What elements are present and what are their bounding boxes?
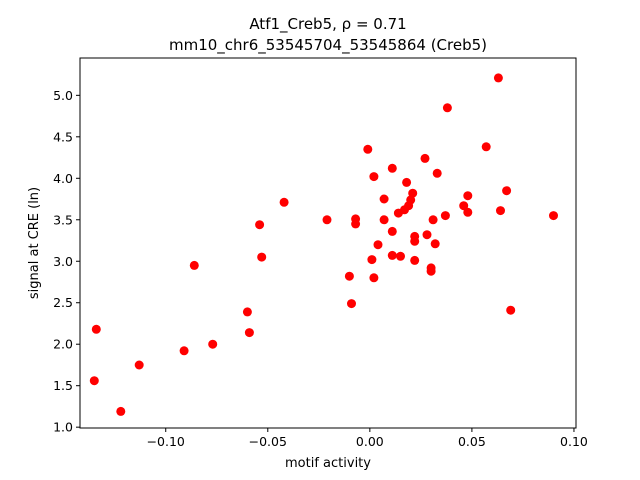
data-point-16 [351, 219, 361, 229]
data-point-41 [428, 215, 438, 225]
data-point-37 [420, 153, 430, 163]
x-tick-label: 0.00 [356, 434, 384, 449]
data-point-12 [322, 215, 332, 225]
data-point-7 [242, 307, 252, 317]
data-point-46 [459, 201, 469, 211]
x-tick-label: −0.10 [147, 434, 185, 449]
data-point-1 [89, 376, 99, 386]
data-point-25 [387, 226, 397, 236]
x-tick-label: −0.05 [249, 434, 287, 449]
data-point-30 [402, 177, 412, 187]
data-point-35 [410, 236, 420, 246]
data-point-3 [134, 360, 144, 370]
ticks-layer: −0.10 −0.05 0.00 0.05 0.10 1.0 1.5 2.0 2.5 3.0 3.5… [53, 88, 588, 449]
y-tick-label: 2.0 [53, 337, 73, 352]
data-point-8 [244, 328, 254, 338]
data-point-28 [396, 251, 405, 261]
y-tick-label: 5.0 [53, 88, 73, 103]
y-tick-label: 3.5 [53, 212, 73, 227]
y-tick-label: 4.0 [53, 171, 73, 186]
data-point-47 [463, 207, 473, 217]
x-tick-label: 0.10 [560, 434, 588, 449]
data-point-4 [179, 346, 189, 356]
y-tick-label: 1.5 [53, 378, 73, 393]
data-point-33 [408, 188, 418, 198]
y-tick-label: 3.0 [53, 254, 73, 269]
data-point-43 [432, 168, 442, 178]
data-point-13 [344, 271, 354, 281]
data-point-50 [493, 73, 503, 83]
data-point-5 [189, 260, 199, 270]
y-tick-label: 1.0 [53, 420, 73, 435]
data-point-26 [387, 250, 397, 260]
data-point-0 [91, 324, 101, 334]
data-point-44 [440, 211, 450, 221]
data-point-48 [463, 191, 473, 201]
data-point-45 [442, 103, 452, 113]
plot-area-frame [79, 57, 577, 429]
data-point-36 [410, 255, 420, 265]
data-point-9 [255, 220, 265, 230]
data-point-40 [426, 266, 436, 276]
chart-title-line1: Atf1_Creb5, ρ = 0.71 [249, 15, 406, 34]
data-point-42 [430, 239, 440, 249]
x-tick-label: 0.05 [458, 434, 486, 449]
data-point-18 [367, 255, 377, 265]
data-point-38 [422, 230, 432, 240]
data-point-19 [369, 172, 379, 182]
y-axis-label: signal at CRE (ln) [27, 187, 42, 299]
y-tick-label: 4.5 [53, 129, 73, 144]
data-point-52 [502, 186, 512, 196]
data-point-20 [369, 273, 379, 283]
data-point-6 [208, 339, 218, 349]
data-point-54 [549, 211, 558, 221]
data-point-14 [347, 299, 356, 309]
data-point-24 [387, 163, 397, 173]
data-point-49 [481, 142, 491, 152]
data-point-17 [363, 144, 373, 154]
x-axis-label: motif activity [285, 456, 371, 471]
data-point-23 [379, 215, 389, 225]
data-point-51 [496, 206, 505, 216]
data-point-22 [379, 194, 389, 204]
data-point-2 [116, 406, 126, 416]
y-tick-label: 2.5 [53, 295, 73, 310]
chart-title-line2: mm10_chr6_53545704_53545864 (Creb5) [169, 36, 487, 55]
data-point-21 [373, 240, 383, 250]
data-point-11 [279, 197, 289, 207]
data-point-53 [506, 305, 516, 315]
points-layer [89, 73, 558, 416]
data-point-10 [257, 252, 267, 262]
